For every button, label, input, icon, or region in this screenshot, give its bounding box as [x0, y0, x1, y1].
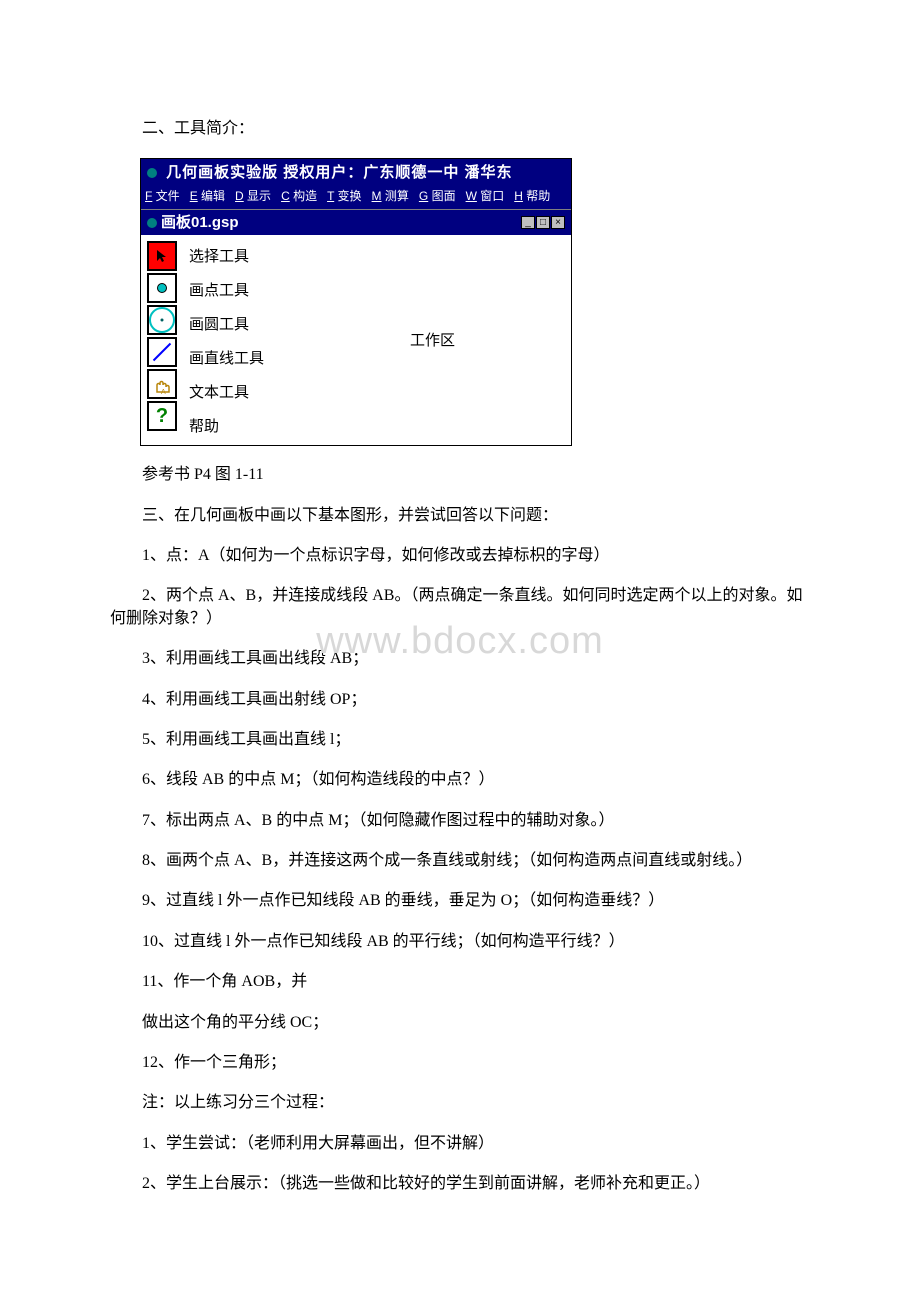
label-help: 帮助	[189, 409, 294, 443]
q1: 1、点：A（如何为一个点标识字母，如何修改或去掉标枳的字母）	[110, 545, 810, 567]
tool-text[interactable]: A	[147, 369, 177, 399]
label-line: 画直线工具	[189, 341, 294, 375]
tool-select[interactable]	[147, 241, 177, 271]
step2: 2、学生上台展示：（挑选一些做和比较好的学生到前面讲解，老师补充和更正。）	[110, 1173, 810, 1195]
q9: 9、过直线 l 外一点作已知线段 AB 的垂线，垂足为 O；（如何构造垂线？）	[110, 890, 810, 912]
note: 注：以上练习分三个过程：	[110, 1092, 810, 1114]
workarea-label: 工作区	[294, 235, 571, 445]
step1: 1、学生尝试：（老师利用大屏幕画出，但不讲解）	[110, 1133, 810, 1155]
app-title: 几何画板实验版 授权用户：广东顺德一中 潘华东	[166, 164, 512, 181]
minimize-button[interactable]: _	[521, 216, 535, 229]
menu-file[interactable]: F 文件	[145, 188, 180, 205]
section-draw-heading: 三、在几何画板中画以下基本图形，并尝试回答以下问题：	[110, 505, 810, 527]
menubar: F 文件 E 编辑 D 显示 C 构造 T 变换 M 测算 G 图面 W 窗口 …	[141, 186, 571, 209]
section-tools-heading: 二、工具简介：	[110, 118, 810, 140]
tool-point[interactable]	[147, 273, 177, 303]
label-select: 选择工具	[189, 239, 294, 273]
question-icon: ?	[156, 402, 168, 430]
arrow-icon	[154, 248, 170, 264]
q10: 10、过直线 l 外一点作已知线段 AB 的平行线；（如何构造平行线？）	[110, 931, 810, 953]
q2: 2、两个点 A、B，并连接成线段 AB。（两点确定一条直线。如何同时选定两个以上…	[110, 585, 810, 630]
q11: 11、作一个角 AOB，并	[110, 971, 810, 993]
menu-display[interactable]: D 显示	[235, 188, 271, 205]
hand-icon: A	[150, 372, 174, 396]
app-icon	[147, 168, 157, 178]
menu-transform[interactable]: T 变换	[327, 188, 361, 205]
q11b: 做出这个角的平分线 OC；	[110, 1012, 810, 1034]
q8: 8、画两个点 A、B，并连接这两个成一条直线或射线；（如何构造两点间直线或射线。…	[110, 850, 810, 872]
menu-help[interactable]: H 帮助	[514, 188, 550, 205]
q3: 3、利用画线工具画出线段 AB；	[110, 648, 810, 670]
maximize-button[interactable]: □	[536, 216, 550, 229]
menu-graph[interactable]: G 图面	[419, 188, 456, 205]
point-icon	[157, 283, 167, 293]
doc-icon	[147, 218, 157, 228]
line-icon	[153, 343, 171, 361]
client-area: A ? 选择工具 画点工具 画圆工具 画直线工具 文本工具 帮助 工作区	[141, 235, 571, 445]
label-circle: 画圆工具	[189, 307, 294, 341]
reference-line: 参考书 P4 图 1-11	[110, 464, 810, 486]
close-button[interactable]: ×	[551, 216, 565, 229]
svg-text:A: A	[161, 389, 166, 396]
q4: 4、利用画线工具画出射线 OP；	[110, 689, 810, 711]
tool-help[interactable]: ?	[147, 401, 177, 431]
label-point: 画点工具	[189, 273, 294, 307]
q6: 6、线段 AB 的中点 M；（如何构造线段的中点？）	[110, 769, 810, 791]
document-title: 画板01.gsp	[161, 212, 521, 233]
window-controls: _ □ ×	[521, 216, 565, 229]
toolbox: A ?	[141, 235, 183, 445]
q7: 7、标出两点 A、B 的中点 M；（如何隐藏作图过程中的辅助对象。）	[110, 810, 810, 832]
tool-line[interactable]	[147, 337, 177, 367]
titlebar: 几何画板实验版 授权用户：广东顺德一中 潘华东	[141, 159, 571, 186]
q12: 12、作一个三角形；	[110, 1052, 810, 1074]
menu-construct[interactable]: C 构造	[281, 188, 317, 205]
document-page: www.bdocx.com 二、工具简介： 几何画板实验版 授权用户：广东顺德一…	[0, 0, 920, 1274]
app-window: 几何画板实验版 授权用户：广东顺德一中 潘华东 F 文件 E 编辑 D 显示 C…	[140, 158, 572, 446]
document-titlebar: 画板01.gsp _ □ ×	[141, 209, 571, 235]
circle-icon	[149, 307, 175, 333]
menu-measure[interactable]: M 测算	[372, 188, 409, 205]
label-text: 文本工具	[189, 375, 294, 409]
q5: 5、利用画线工具画出直线 l；	[110, 729, 810, 751]
menu-window[interactable]: W 窗口	[466, 188, 505, 205]
tool-labels: 选择工具 画点工具 画圆工具 画直线工具 文本工具 帮助	[183, 235, 294, 445]
tool-circle[interactable]	[147, 305, 177, 335]
menu-edit[interactable]: E 编辑	[190, 188, 225, 205]
